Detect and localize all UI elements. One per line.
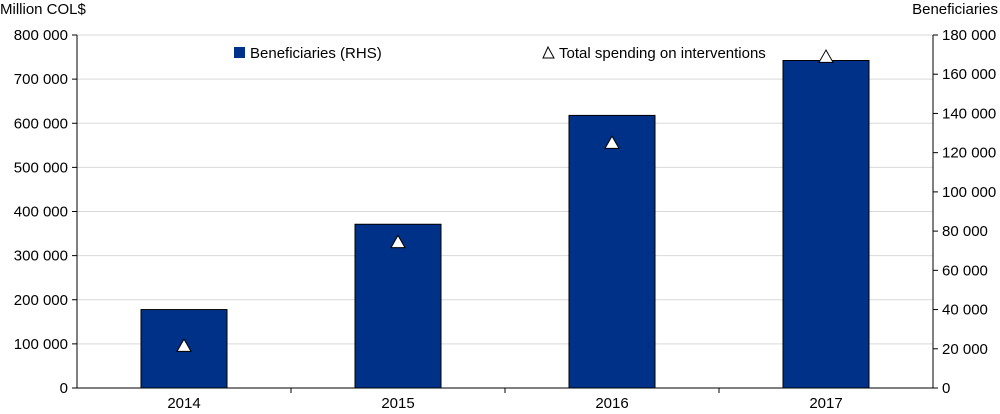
marker-spending [818, 49, 834, 63]
right-tick-label: 60 000 [942, 262, 988, 279]
x-tick-label: 2017 [809, 395, 842, 409]
right-tick-label: 0 [942, 380, 950, 397]
left-tick-label: 100 000 [14, 336, 68, 353]
legend-swatch-beneficiaries [234, 47, 245, 58]
bar-beneficiaries [354, 223, 442, 389]
left-axis-ticks: 0 100 000 200 000 300 000 400 000 500 000 600 … [14, 27, 77, 397]
right-axis-ticks: 0 20 000 40 000 60 000 80 000 100 000 120 000 1… [933, 27, 996, 397]
legend: Beneficiaries (RHS) Total spending on in… [234, 45, 766, 62]
right-tick-label: 180 000 [942, 27, 996, 44]
left-tick-label: 0 [60, 380, 68, 397]
legend-label-beneficiaries: Beneficiaries (RHS) [250, 45, 382, 62]
left-tick-label: 500 000 [14, 159, 68, 176]
bar-beneficiaries [782, 59, 870, 389]
right-tick-label: 140 000 [942, 105, 996, 122]
left-tick-label: 300 000 [14, 248, 68, 265]
legend-swatch-spending [542, 45, 555, 59]
marker-spending [390, 234, 406, 249]
bar-beneficiaries [568, 114, 656, 389]
legend-label-spending: Total spending on interventions [559, 45, 766, 62]
right-tick-label: 160 000 [942, 66, 996, 83]
gridlines [77, 34, 933, 345]
left-tick-label: 700 000 [14, 71, 68, 88]
left-tick-label: 400 000 [14, 204, 68, 221]
left-axis-title: Million COL$ [0, 1, 87, 18]
right-tick-label: 20 000 [942, 341, 988, 358]
marker-spending [604, 135, 620, 149]
x-tick-label: 2016 [595, 395, 628, 409]
left-tick-label: 800 000 [14, 27, 68, 44]
marker-spending [176, 338, 192, 352]
left-tick-label: 200 000 [14, 292, 68, 309]
right-tick-label: 40 000 [942, 302, 988, 319]
right-tick-label: 120 000 [942, 145, 996, 162]
bar-series [140, 59, 870, 389]
right-tick-label: 100 000 [942, 184, 996, 201]
right-axis-title: Beneficiaries [912, 1, 998, 18]
marker-series [176, 49, 834, 352]
right-tick-label: 80 000 [942, 223, 988, 240]
left-tick-label: 600 000 [14, 115, 68, 132]
x-tick-label: 2014 [167, 395, 200, 409]
x-tick-label: 2015 [381, 395, 414, 409]
x-axis-ticks: 2014 2015 2016 2017 [167, 388, 843, 412]
